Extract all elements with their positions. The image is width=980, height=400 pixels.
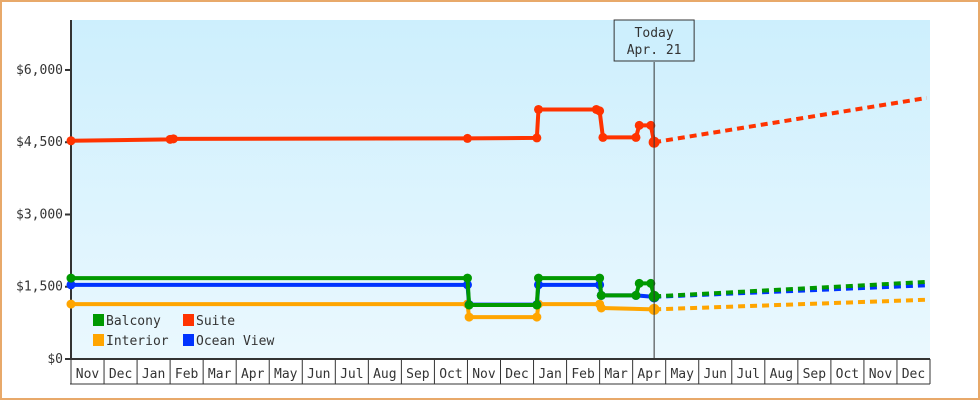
x-tick-label: Dec [109,367,132,382]
data-point[interactable] [464,300,474,310]
today-date: Apr. 21 [627,43,682,58]
series-lines [66,95,928,322]
legend-swatch [93,334,104,346]
x-tick-label: Aug [770,367,793,382]
legend-swatch [183,334,194,346]
data-point[interactable] [66,136,76,146]
x-tick-label: Feb [175,367,199,382]
x-tick-label: Mar [604,367,628,382]
data-point[interactable] [462,133,472,143]
data-point[interactable] [631,132,641,142]
data-point[interactable] [595,273,605,283]
x-tick-label: Dec [505,367,528,382]
x-tick-label: May [274,367,298,382]
today-label-box [613,19,695,62]
x-axis: Nov Dec Jan Feb Mar Apr May Jun Jul Aug Sep Oct Nov D… [70,358,931,385]
x-tick-label: Aug [373,367,396,382]
x-tick-label: Nov [76,367,100,382]
y-axis: $0 $1,500 $3,000 $4,500 $6,000 [16,20,72,367]
data-point[interactable] [634,278,644,288]
x-tick-label: Apr [241,367,265,382]
data-point[interactable] [533,104,543,114]
data-point[interactable] [596,303,606,313]
data-point[interactable] [598,132,608,142]
x-tick-label: Oct [836,367,859,382]
x-tick-label: Jul [737,367,760,382]
today-label: Today [635,26,674,41]
series-balcony [66,273,927,310]
data-point[interactable] [462,273,472,283]
x-tick-label: Nov [869,367,893,382]
x-tick-label: Sep [803,367,827,382]
data-point[interactable] [66,280,76,290]
x-tick-label: Oct [439,367,462,382]
x-tick-label: Jan [142,367,165,382]
y-tick-label: $0 [47,352,63,367]
legend-label: Suite [196,314,235,329]
data-point[interactable] [66,273,76,283]
x-tick-label: Jan [538,367,561,382]
data-point[interactable] [595,106,605,116]
data-point[interactable] [464,312,474,322]
x-tick-label: Dec [902,367,925,382]
data-point[interactable] [634,120,644,130]
today-marker: Today Apr. 21 [613,19,695,359]
x-tick-label: Jun [307,367,330,382]
data-point[interactable] [646,120,656,130]
legend-item-ocean-view[interactable]: Ocean View [183,334,274,349]
legend-item-balcony[interactable]: Balcony [93,314,161,329]
y-tick-label: $4,500 [16,135,63,150]
x-tick-label: Sep [406,367,430,382]
data-point[interactable] [596,290,606,300]
legend-label: Balcony [106,314,161,329]
x-tick-label: Apr [637,367,661,382]
legend: Balcony Suite Interior Ocean View [93,314,274,349]
data-point[interactable] [66,299,76,309]
y-tick-label: $1,500 [16,280,63,295]
legend-swatch [93,314,104,326]
data-point[interactable] [646,278,656,288]
x-tick-label: Mar [208,367,232,382]
x-tick-label: Feb [571,367,595,382]
data-point[interactable] [168,134,178,144]
x-tick-label: May [670,367,694,382]
plot-area [71,20,930,359]
data-point[interactable] [533,273,543,283]
x-tick-label: Jul [340,367,363,382]
series-suite [66,95,928,148]
legend-item-interior[interactable]: Interior [93,334,169,349]
legend-item-suite[interactable]: Suite [183,314,235,329]
x-tick-label: Jun [704,367,727,382]
y-tick-label: $3,000 [16,207,63,222]
legend-swatch [183,314,194,326]
data-point[interactable] [532,312,542,322]
y-tick-label: $6,000 [16,63,63,78]
data-point[interactable] [631,290,641,300]
x-tick-label: Nov [472,367,496,382]
data-point[interactable] [532,300,542,310]
legend-label: Interior [106,334,169,349]
data-point[interactable] [532,133,542,143]
legend-label: Ocean View [196,334,274,349]
